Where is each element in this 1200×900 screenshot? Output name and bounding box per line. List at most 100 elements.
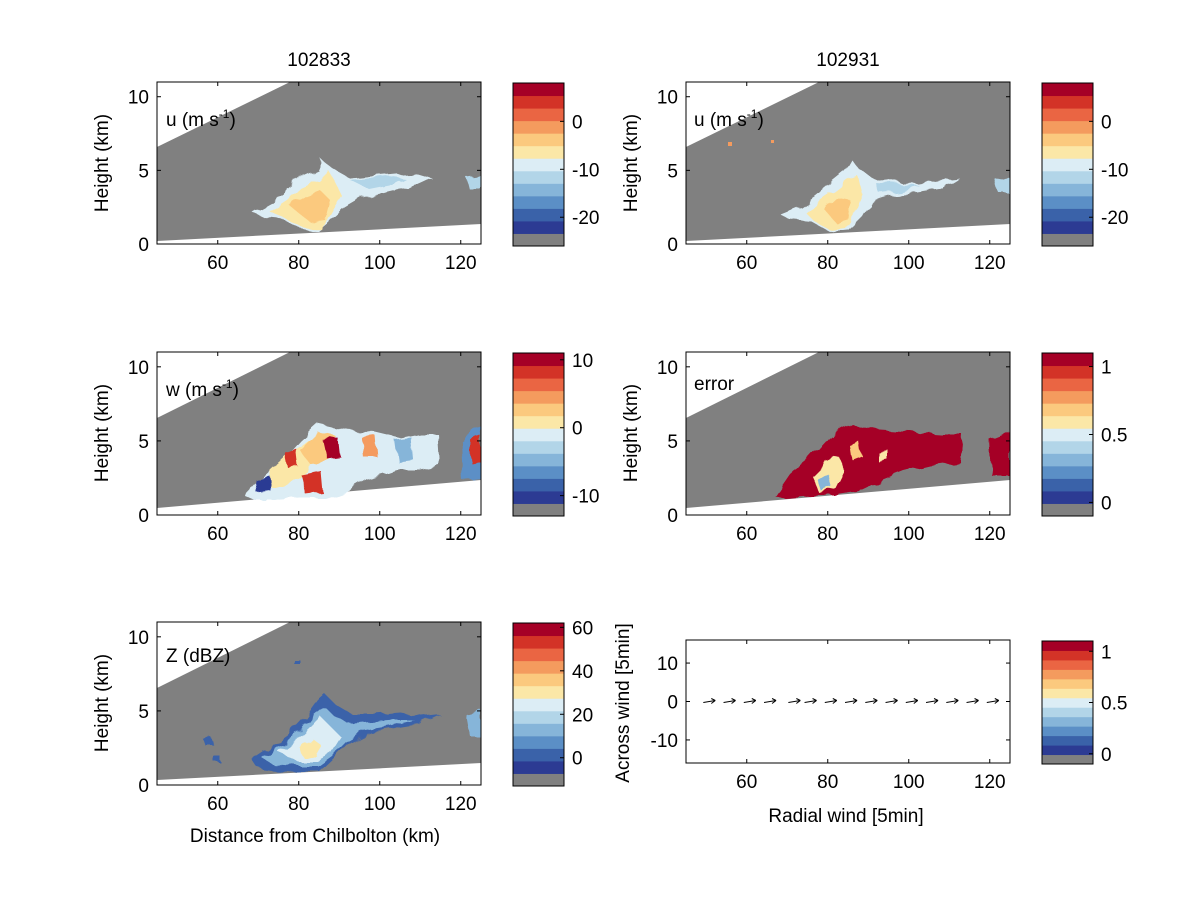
x-tick-label: 60 xyxy=(736,524,757,545)
y-tick-label: 0 xyxy=(138,506,149,527)
y-tick-label: 5 xyxy=(138,702,149,723)
panel-label: u (m s-1) xyxy=(694,107,764,131)
x-tick-label: 100 xyxy=(893,772,925,793)
y-tick-label: 5 xyxy=(667,161,678,182)
plot-frame xyxy=(685,81,1011,245)
colorbar-bin xyxy=(1042,641,1093,651)
y-axis-label: Height (km) xyxy=(92,114,113,212)
y-axis-label: Across wind [5min] xyxy=(613,623,634,782)
y-axis-label: Height (km) xyxy=(92,384,113,482)
colorbar-bin xyxy=(513,353,564,367)
x-tick-label: 120 xyxy=(974,253,1006,274)
y-axis-label: Height (km) xyxy=(621,114,642,212)
colorbar-bin xyxy=(513,83,564,97)
z-field xyxy=(204,660,481,772)
colorbar-bin xyxy=(1042,503,1093,516)
colorbar-bin xyxy=(1042,478,1093,492)
colorbar-bin xyxy=(513,390,564,404)
y-tick-label: 0 xyxy=(667,693,678,714)
x-tick-label: 120 xyxy=(445,253,477,274)
plot-frame xyxy=(156,621,482,786)
colorbar-bin xyxy=(513,220,564,234)
panel-label: Z (dBZ) xyxy=(166,646,230,667)
column-title-left: 102833 xyxy=(287,50,350,71)
colorbar-bin xyxy=(1042,650,1093,661)
colorbar-bin xyxy=(1042,659,1093,670)
wind-arrow xyxy=(743,698,757,704)
x-tick-label: 120 xyxy=(445,794,477,815)
colorbar-bin xyxy=(1042,669,1093,680)
wind-arrow xyxy=(885,698,898,704)
colorbar-bin xyxy=(513,465,564,479)
colorbar-frame xyxy=(1041,82,1094,247)
colorbar-tick-label: 10 xyxy=(572,351,593,372)
colorbar-bin xyxy=(1042,688,1093,699)
data-region xyxy=(686,82,1010,241)
colorbar-bin xyxy=(513,760,564,774)
colorbar-bin xyxy=(1042,170,1093,184)
colorbar-bin xyxy=(513,453,564,467)
colorbar-bin xyxy=(513,710,564,724)
colorbar-frame xyxy=(512,352,565,517)
plot-frame xyxy=(685,639,1011,764)
colorbar-bin xyxy=(513,735,564,749)
x-tick-label: 80 xyxy=(288,794,309,815)
colorbar-tick-label: 0 xyxy=(1101,493,1112,514)
panel-label: u (m s-1) xyxy=(166,107,236,131)
colorbar-tick-label: -20 xyxy=(572,208,599,229)
colorbar-bin xyxy=(1042,378,1093,392)
x-tick-label: 100 xyxy=(893,253,925,274)
colorbar-bin xyxy=(1042,183,1093,197)
colorbar-bin xyxy=(513,773,564,786)
wind-arrow xyxy=(966,698,979,704)
colorbar-bin xyxy=(513,120,564,134)
u-field xyxy=(252,160,481,232)
colorbar-bin xyxy=(1042,415,1093,429)
colorbar-tick-label: 0 xyxy=(572,749,583,770)
colorbar: 0 -10 -20 xyxy=(512,82,599,247)
colorbar-bin xyxy=(513,648,564,662)
colorbar-tick-label: 1 xyxy=(1101,358,1112,379)
plot-frame xyxy=(685,351,1011,516)
colorbar-bin xyxy=(513,195,564,209)
w-field xyxy=(245,424,481,500)
y-tick-label: 10 xyxy=(657,654,678,675)
colorbar-tick-label: 40 xyxy=(572,662,593,683)
colorbar-bin xyxy=(513,490,564,504)
colorbar-bin xyxy=(513,503,564,516)
colorbar-bin xyxy=(1042,208,1093,222)
x-tick-label: 100 xyxy=(893,524,925,545)
column-title-right: 102931 xyxy=(816,50,879,71)
colorbar-bin xyxy=(1042,678,1093,689)
x-tick-label: 100 xyxy=(364,794,396,815)
colorbar-tick-label: 0 xyxy=(572,419,583,440)
x-tick-label: 120 xyxy=(974,524,1006,545)
panel-u-right: u (m s-1) Height (km) xyxy=(621,81,1011,245)
colorbar-bin xyxy=(1042,465,1093,479)
colorbar-bin xyxy=(513,723,564,737)
y-tick-label: 10 xyxy=(128,358,149,379)
colorbar: 0 -10 -20 xyxy=(1041,82,1128,247)
colorbar-bin xyxy=(513,623,564,637)
colorbar-bin xyxy=(1042,120,1093,134)
colorbar-tick-label: 0 xyxy=(1101,112,1112,133)
colorbar-bin xyxy=(1042,220,1093,234)
colorbar-bin xyxy=(1042,716,1093,727)
colorbar-bin xyxy=(513,403,564,417)
u-field xyxy=(780,160,1010,232)
colorbar-bin xyxy=(1042,440,1093,454)
colorbar-bin xyxy=(513,685,564,699)
x-tick-label: 60 xyxy=(207,253,228,274)
y-tick-label: 10 xyxy=(128,628,149,649)
colorbar-bin xyxy=(1042,83,1093,97)
wind-arrow xyxy=(946,698,959,704)
wind-arrow xyxy=(925,698,939,704)
colorbar-bin xyxy=(1042,365,1093,379)
colorbar-bin xyxy=(1042,95,1093,109)
colorbar-bin xyxy=(513,635,564,649)
y-tick-label: 5 xyxy=(138,161,149,182)
colorbar-bin xyxy=(1042,145,1093,159)
colorbar-frame xyxy=(512,622,565,787)
